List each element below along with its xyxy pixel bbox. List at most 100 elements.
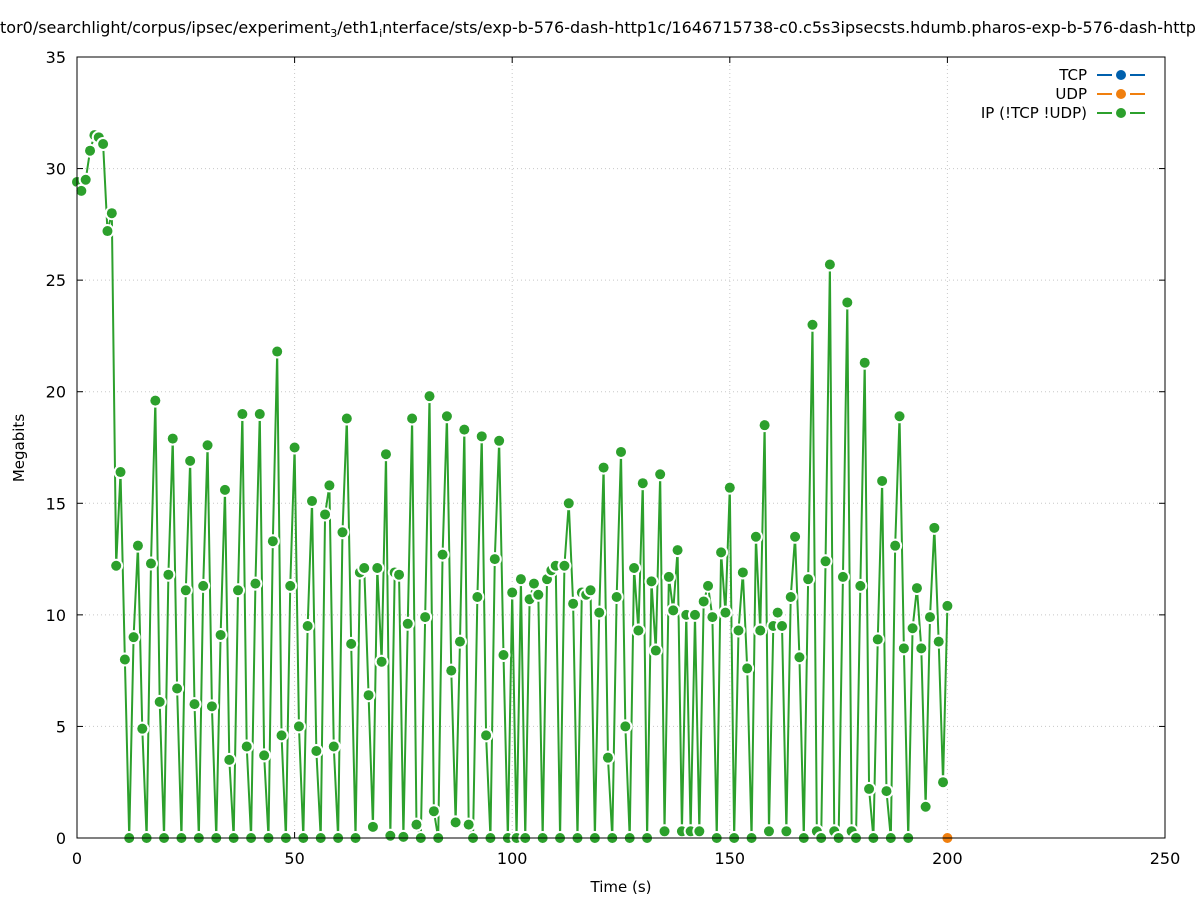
legend-label: IP (!TCP !UDP) [981,104,1087,122]
x-axis-label: Time (s) [590,878,652,896]
data-point [420,612,431,623]
y-tick-label: 20 [46,383,66,402]
data-point [698,596,709,607]
x-tick-label: 250 [1150,849,1181,868]
x-tick-label: 200 [932,849,963,868]
data-point [594,607,605,618]
data-point [924,612,935,623]
series-line [76,133,949,842]
data-point [911,583,922,594]
x-tick-label: 100 [497,849,528,868]
legend-marker [1116,89,1126,99]
data-point [859,357,870,368]
data-point [276,730,287,741]
data-point [898,643,909,654]
data-point [437,549,448,560]
data-point [219,484,230,495]
data-point [929,522,940,533]
data-point [311,745,322,756]
data-point [733,625,744,636]
data-point [533,589,544,600]
data-point [411,819,422,830]
data-point [385,830,396,841]
ticks: 0 50 100 150 200 250 0 5 10 15 20 25 30 35 [46,48,1181,868]
data-point [933,636,944,647]
data-point [398,831,409,842]
data-point [890,540,901,551]
data-point [781,826,792,837]
data-point [498,650,509,661]
data-point [777,621,788,632]
data-point [428,806,439,817]
data-point [163,569,174,580]
data-point [750,531,761,542]
data-point [472,592,483,603]
data-point [132,540,143,551]
data-point [528,578,539,589]
data-point [324,480,335,491]
data-point [481,730,492,741]
data-point [106,208,117,219]
data-point [864,783,875,794]
data-point [189,699,200,710]
data-point [803,574,814,585]
data-point [881,786,892,797]
data-point [515,574,526,585]
data-point [507,587,518,598]
data-point [128,632,139,643]
data-point [367,821,378,832]
data-point [585,585,596,596]
data-point [663,571,674,582]
data-point [637,478,648,489]
data-point [790,531,801,542]
data-point [894,411,905,422]
data-point [98,139,109,150]
data-point [302,621,313,632]
data-point [563,498,574,509]
data-point [402,618,413,629]
data-point [76,185,87,196]
y-tick-label: 0 [56,829,66,848]
data-point [206,701,217,712]
data-point [328,741,339,752]
data-point [259,750,270,761]
data-point [463,819,474,830]
data-point [241,741,252,752]
data-point [346,638,357,649]
data-point [916,643,927,654]
title-text: tor0/searchlight/corpus/ipsec/experiment [0,18,331,37]
y-tick-label: 15 [46,494,66,513]
data-point [655,469,666,480]
legend-label: TCP [1058,66,1087,84]
data-point [611,592,622,603]
data-point [559,560,570,571]
data-point [198,580,209,591]
data-point [446,665,457,676]
data-point [668,605,679,616]
legend-label: UDP [1055,85,1087,103]
data-point [185,455,196,466]
title-text: /eth1 [337,18,380,37]
data-point [755,625,766,636]
data-point [224,754,235,765]
data-point [942,600,953,611]
data-point [877,475,888,486]
y-tick-label: 5 [56,717,66,736]
data-point [633,625,644,636]
data-point [289,442,300,453]
data-point [237,409,248,420]
y-tick-label: 30 [46,160,66,179]
data-point [115,467,126,478]
data-point [359,562,370,573]
data-point [285,580,296,591]
data-point [154,696,165,707]
data-point [659,826,670,837]
data-point [215,629,226,640]
data-point [689,609,700,620]
data-point [363,690,374,701]
chart-title: tor0/searchlight/corpus/ipsec/experiment… [0,18,1196,40]
data-point [489,554,500,565]
data-point [920,801,931,812]
